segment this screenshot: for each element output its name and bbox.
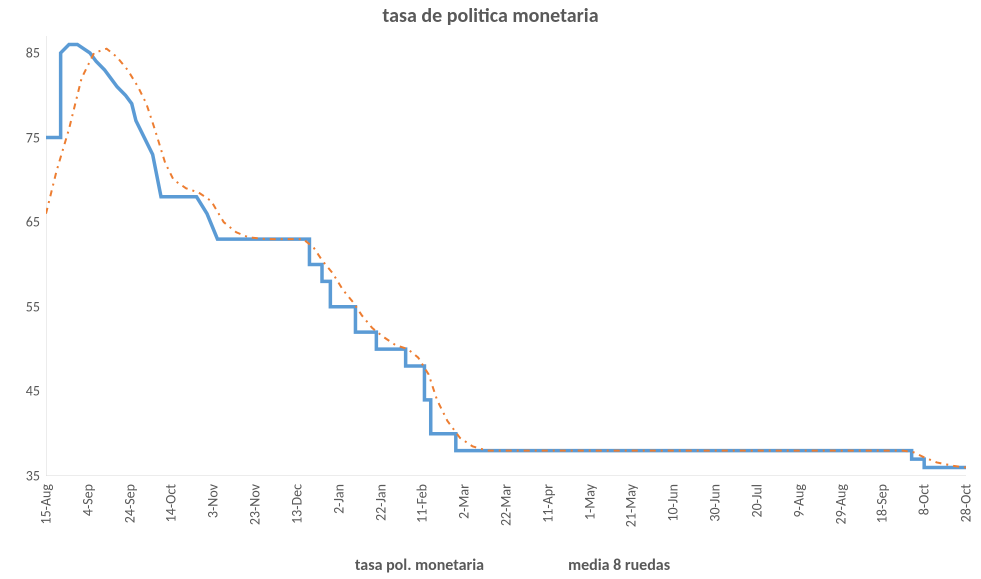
chart-container: tasa de politica monetaria 354555657585 …: [0, 0, 981, 579]
chart-title: tasa de politica monetaria: [0, 4, 981, 28]
x-tick-label: 29-Aug: [832, 484, 849, 525]
x-tick-label: 18-Sep: [874, 484, 891, 523]
x-tick-label: 22-Jan: [372, 484, 389, 521]
x-tick-label: 11-Apr: [539, 484, 556, 523]
x-tick-label: 13-Dec: [288, 484, 305, 524]
x-tick-label: 15-Aug: [38, 484, 55, 525]
legend-item-0: tasa pol. monetaria: [311, 556, 484, 575]
plot-area: [46, 36, 966, 476]
x-tick-label: 4-Sep: [79, 484, 96, 516]
legend-label-0: tasa pol. monetaria: [355, 556, 484, 575]
x-tick-label: 22-Mar: [498, 484, 515, 526]
x-tick-label: 8-Oct: [916, 484, 933, 515]
x-tick-label: 30-Jun: [707, 484, 724, 522]
x-tick-label: 9-Aug: [790, 484, 807, 517]
y-tick-label: 75: [26, 129, 40, 146]
x-tick-label: 2-Jan: [330, 484, 347, 514]
y-tick-label: 55: [26, 298, 40, 315]
y-axis: 354555657585: [0, 36, 46, 476]
x-axis: 15-Aug4-Sep24-Sep14-Oct3-Nov23-Nov13-Dec…: [46, 484, 966, 554]
legend: tasa pol. monetaria media 8 ruedas: [0, 556, 981, 575]
x-tick-label: 14-Oct: [163, 484, 180, 522]
x-tick-label: 1-May: [581, 484, 598, 520]
y-tick-label: 45: [26, 383, 40, 400]
legend-label-1: media 8 ruedas: [568, 556, 670, 575]
y-tick-label: 65: [26, 214, 40, 231]
x-tick-label: 24-Sep: [121, 484, 138, 523]
x-tick-label: 20-Jul: [748, 484, 765, 518]
legend-item-1: media 8 ruedas: [524, 556, 670, 575]
y-tick-label: 85: [26, 44, 40, 61]
x-tick-label: 11-Feb: [414, 484, 431, 523]
x-tick-label: 2-Mar: [456, 484, 473, 519]
x-tick-label: 3-Nov: [205, 484, 222, 518]
x-tick-label: 10-Jun: [665, 484, 682, 522]
chart-svg: [46, 36, 966, 476]
x-tick-label: 28-Oct: [958, 484, 975, 522]
x-tick-label: 23-Nov: [247, 484, 264, 525]
y-tick-label: 35: [26, 468, 40, 485]
x-tick-label: 21-May: [623, 484, 640, 527]
